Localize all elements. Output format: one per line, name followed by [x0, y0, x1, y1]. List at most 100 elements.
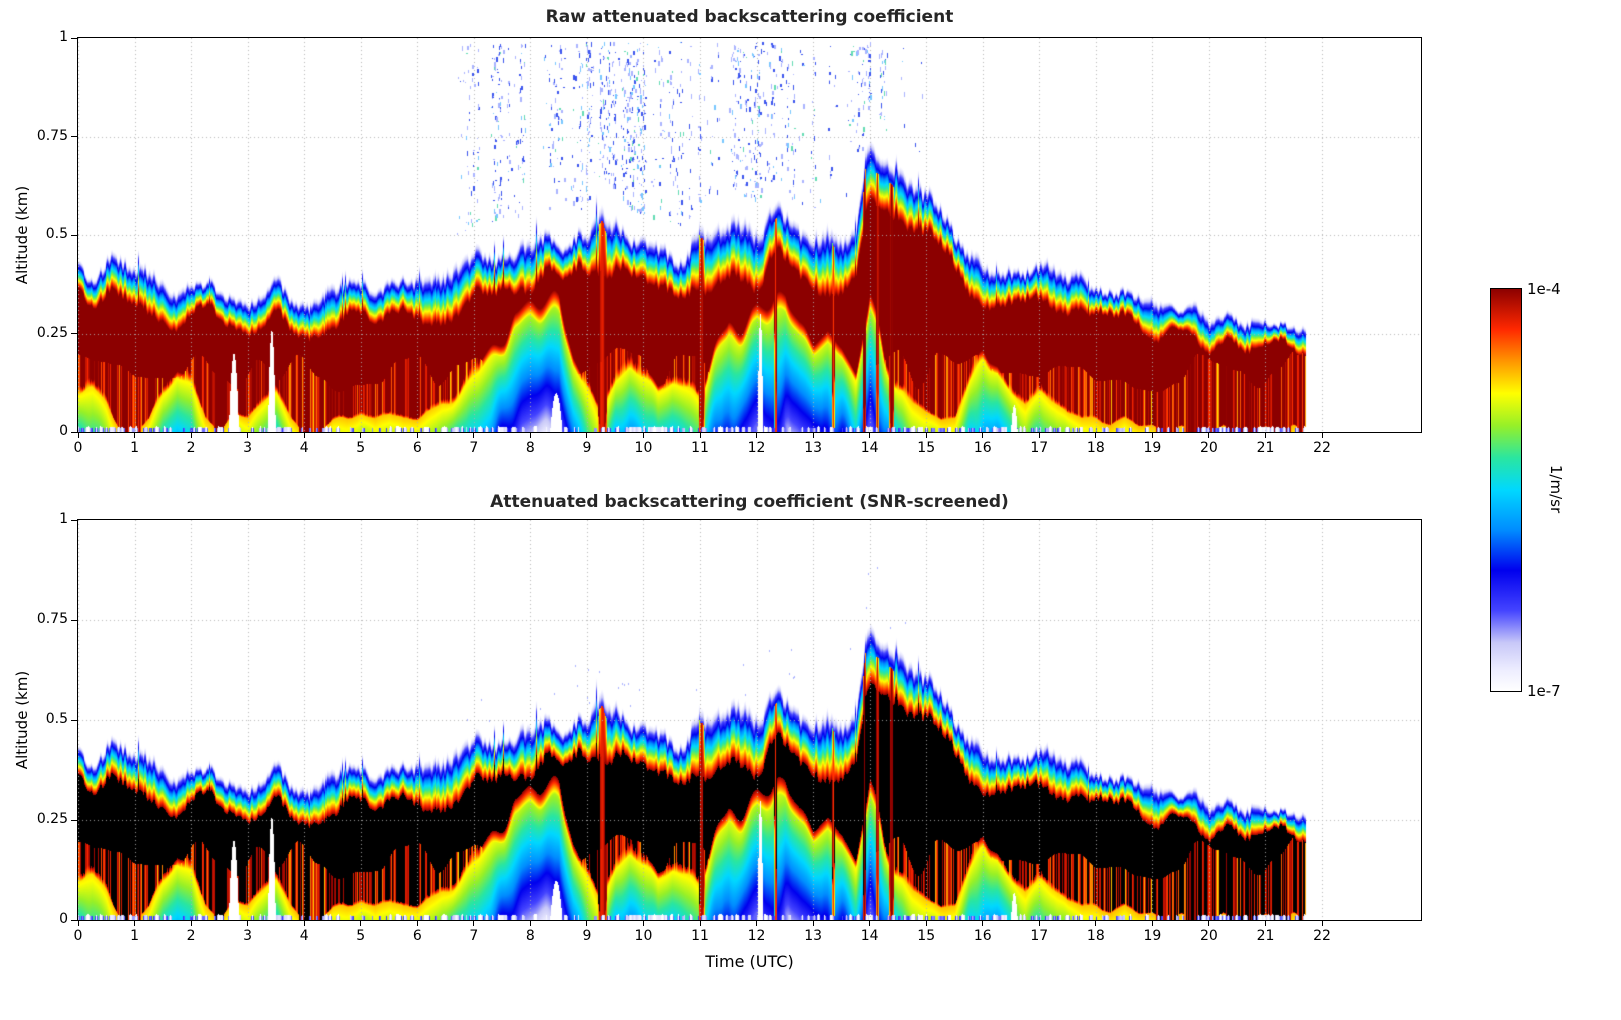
x-tick-label: 4	[299, 928, 309, 944]
x-tick-label: 3	[243, 440, 253, 456]
x-tick-label: 0	[73, 928, 83, 944]
y-tick-label: 0.5	[45, 711, 68, 727]
x-tick-label: 17	[1030, 440, 1049, 456]
x-tick-label: 18	[1086, 440, 1105, 456]
y-tick-mark	[71, 819, 77, 821]
y-tick-label: 0	[59, 423, 68, 439]
x-tick-label: 7	[469, 440, 479, 456]
x-tick-mark	[1208, 921, 1210, 926]
y-tick-mark	[71, 719, 77, 721]
x-tick-label: 10	[634, 440, 653, 456]
x-tick-mark	[1095, 921, 1097, 926]
x-tick-label: 6	[412, 928, 422, 944]
y-tick-label: 0.75	[36, 127, 68, 144]
x-tick-mark	[416, 921, 418, 926]
y-tick-label: 1	[59, 511, 68, 527]
x-tick-mark	[982, 921, 984, 926]
x-tick-label: 19	[1143, 440, 1162, 456]
x-tick-label: 21	[1256, 440, 1275, 456]
x-tick-label: 0	[73, 440, 83, 456]
x-tick-label: 20	[1200, 928, 1218, 944]
x-tick-mark	[303, 921, 305, 926]
x-tick-mark	[982, 433, 984, 438]
x-tick-mark	[642, 921, 644, 926]
x-tick-mark	[756, 433, 758, 438]
x-tick-mark	[190, 921, 192, 926]
x-tick-label: 1	[130, 928, 139, 944]
x-tick-mark	[869, 921, 871, 926]
x-tick-mark	[360, 433, 362, 438]
x-tick-label: 4	[299, 440, 309, 456]
x-tick-mark	[586, 433, 588, 438]
x-tick-mark	[869, 433, 871, 438]
y-tick-mark	[71, 919, 77, 921]
y-tick-label: 1	[59, 29, 68, 45]
screened-backscatter-heatmap	[78, 520, 1421, 920]
colorbar-max-label: 1e-4	[1527, 280, 1561, 298]
x-tick-mark	[77, 921, 79, 926]
x-tick-label: 19	[1143, 928, 1162, 944]
colorbar-min-label: 1e-7	[1527, 682, 1561, 700]
x-tick-label: 14	[860, 440, 879, 456]
x-tick-label: 12	[747, 440, 766, 456]
x-tick-mark	[473, 921, 475, 926]
x-tick-mark	[1095, 433, 1097, 438]
x-tick-mark	[1151, 921, 1153, 926]
y-tick-label: 0.25	[36, 324, 68, 341]
x-tick-mark	[303, 433, 305, 438]
x-tick-mark	[1038, 921, 1040, 926]
y-tick-mark	[71, 333, 77, 334]
x-tick-mark	[925, 921, 927, 926]
x-tick-mark	[925, 433, 927, 438]
x-tick-mark	[134, 433, 136, 438]
y-tick-mark	[71, 136, 77, 137]
x-tick-label: 11	[691, 928, 709, 944]
y-tick-label: 0.75	[36, 611, 68, 627]
x-tick-label: 15	[917, 928, 936, 944]
x-tick-label: 14	[860, 928, 879, 944]
x-tick-label: 11	[691, 440, 709, 456]
x-tick-mark	[1321, 433, 1323, 438]
x-tick-mark	[699, 921, 701, 926]
x-tick-label: 5	[356, 928, 366, 944]
x-tick-label: 2	[186, 928, 196, 944]
x-tick-mark	[1038, 433, 1040, 438]
x-tick-mark	[247, 433, 249, 438]
x-tick-mark	[529, 433, 531, 438]
x-tick-mark	[642, 433, 644, 438]
x-tick-mark	[1264, 433, 1266, 438]
y-tick-mark	[71, 431, 77, 433]
x-tick-label: 2	[186, 440, 196, 456]
x-tick-mark	[134, 921, 136, 926]
x-tick-mark	[247, 921, 249, 926]
x-tick-label: 16	[973, 928, 992, 944]
x-tick-label: 13	[804, 928, 823, 944]
x-tick-mark	[756, 921, 758, 926]
y-tick-mark	[71, 619, 77, 621]
x-tick-mark	[473, 433, 475, 438]
x-tick-label: 21	[1256, 928, 1275, 944]
x-tick-label: 8	[525, 440, 535, 456]
raw-backscatter-heatmap	[78, 38, 1421, 432]
panel-title-screened: Attenuated backscattering coefficient (S…	[490, 492, 1009, 512]
x-tick-label: 7	[469, 928, 479, 944]
colorbar	[1490, 288, 1522, 692]
x-tick-label: 22	[1313, 928, 1331, 944]
panel-title-raw: Raw attenuated backscattering coefficien…	[545, 7, 954, 27]
x-tick-mark	[77, 433, 79, 438]
x-tick-mark	[1264, 921, 1266, 926]
y-tick-mark	[71, 234, 77, 236]
y-tick-mark	[71, 37, 77, 39]
x-tick-mark	[1151, 433, 1153, 438]
x-tick-mark	[812, 433, 814, 438]
x-tick-label: 16	[973, 440, 992, 456]
y-tick-label: 0.5	[45, 226, 68, 242]
x-tick-label: 15	[917, 440, 936, 456]
x-tick-label: 10	[634, 928, 653, 944]
x-tick-label: 5	[356, 440, 366, 456]
x-tick-label: 8	[525, 928, 535, 944]
x-tick-label: 1	[130, 440, 139, 456]
x-tick-label: 9	[582, 440, 592, 456]
x-tick-label: 3	[243, 928, 253, 944]
x-tick-label: 13	[804, 440, 823, 456]
